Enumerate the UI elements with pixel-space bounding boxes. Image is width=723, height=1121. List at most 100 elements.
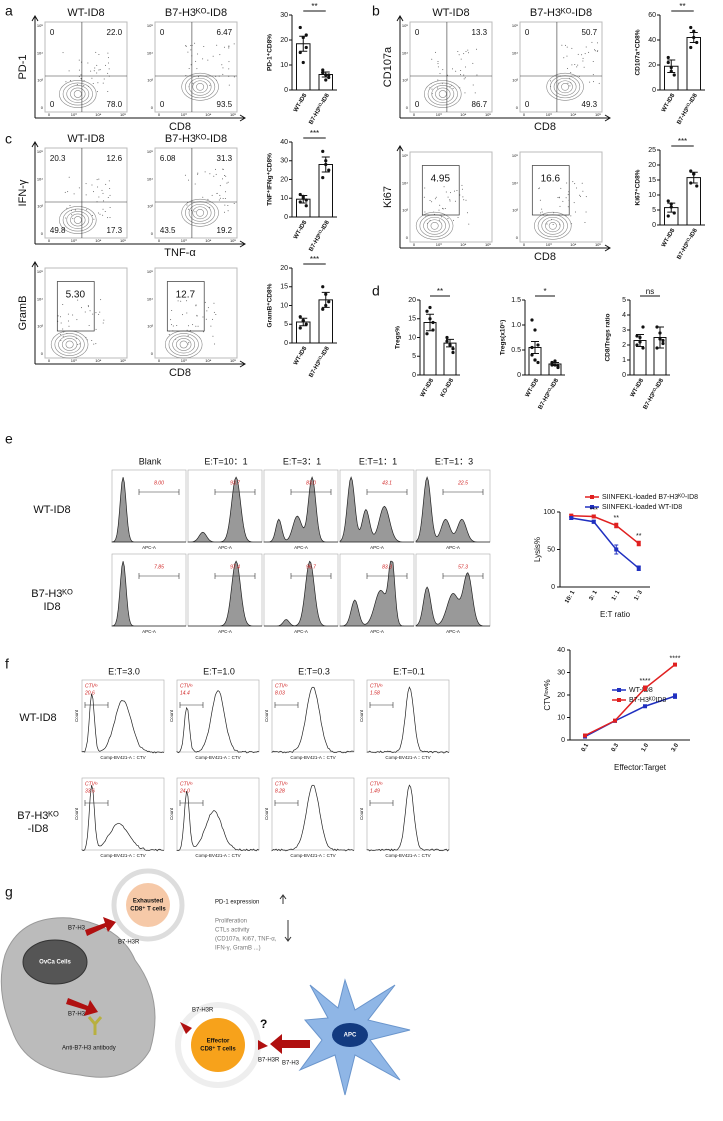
legend-entry: B7-H3ᴷᴼID8 <box>629 697 666 704</box>
flow-tick: 10⁴ <box>147 296 153 301</box>
category-label: B7-H3ᴷᴼ-ID8 <box>642 377 666 411</box>
event <box>92 83 94 85</box>
event <box>476 74 478 76</box>
event <box>436 87 438 89</box>
y-tick-label: 50 <box>547 546 555 553</box>
event <box>67 320 69 322</box>
gate <box>442 489 484 495</box>
antibody <box>87 1016 103 1035</box>
flow-tick: 10³ <box>71 238 77 243</box>
event <box>594 49 596 51</box>
y-tick-label: 0.5 <box>511 347 521 354</box>
x-tick-label: 0.3 <box>611 742 621 753</box>
flow-tick: 10⁵ <box>230 112 236 117</box>
event <box>91 340 93 342</box>
event <box>70 80 72 82</box>
event <box>190 49 192 51</box>
data-point <box>661 341 665 346</box>
cell-label: Effector <box>207 1039 230 1045</box>
event <box>184 45 186 47</box>
flow-tick: 10⁴ <box>147 50 153 55</box>
contour <box>534 211 572 240</box>
event <box>99 311 101 313</box>
data-point <box>321 70 325 75</box>
event <box>575 187 577 189</box>
event <box>213 302 215 304</box>
event <box>223 46 225 48</box>
x-axis-label: Effector:Target <box>614 763 667 772</box>
contour <box>192 80 208 94</box>
y-tick-label: 10 <box>280 302 288 309</box>
gate <box>214 573 256 579</box>
y-tick-label: 0 <box>551 584 555 591</box>
exhausted-core <box>126 883 170 927</box>
legend-entry: SIINFEKL-loaded B7-H3ᴷᴼ-ID8 <box>602 494 698 501</box>
flow-tick: 10³ <box>546 112 552 117</box>
event <box>194 211 196 213</box>
y-tick-label: 5 <box>412 353 416 360</box>
y-tick-label: 0 <box>284 87 288 94</box>
y-tick-label: 10 <box>648 192 656 199</box>
receptor <box>180 1022 268 1050</box>
data-point <box>536 360 540 365</box>
event <box>567 82 569 84</box>
contour <box>65 340 74 349</box>
event <box>202 196 204 198</box>
event <box>431 88 433 90</box>
event <box>579 194 581 196</box>
event <box>463 78 465 80</box>
gate-value: 83.0 <box>306 480 316 486</box>
x-axis-label: E:T ratio <box>600 610 631 619</box>
flow-tick: 10⁴ <box>95 238 101 243</box>
event <box>566 67 568 69</box>
quadrant-value: 49.8 <box>50 226 66 235</box>
flow-tick: 10³ <box>147 78 153 83</box>
event <box>233 76 235 78</box>
event <box>465 50 467 52</box>
schematic: OvCa Cells Exhausted CD8⁺ T cells B7-H3 … <box>0 868 411 1096</box>
category-label: B7-H3ᴷᴼ-ID8 <box>537 377 561 411</box>
flow-tick: 10⁵ <box>230 358 236 363</box>
flow-tick: 0 <box>151 231 154 236</box>
flow-tick: 10⁴ <box>570 242 576 247</box>
flow-tick: 10⁴ <box>460 242 466 247</box>
data-point <box>304 204 308 208</box>
event <box>563 57 565 59</box>
event <box>188 341 190 343</box>
contour <box>427 82 458 106</box>
gate-value: 8.00 <box>154 480 164 486</box>
contour <box>181 198 219 227</box>
data-point <box>638 335 642 340</box>
quadrant-value: 43.5 <box>160 226 176 235</box>
event <box>197 173 199 175</box>
significance: *** <box>678 137 687 146</box>
event <box>97 82 99 84</box>
flow-tick: 10³ <box>436 242 442 247</box>
contour <box>54 333 85 356</box>
axis-label: Count <box>359 807 364 820</box>
receptor-label: B7-H3R <box>258 1058 280 1064</box>
event <box>170 319 172 321</box>
category-label: WT-ID8 <box>661 227 677 248</box>
flow-frame <box>409 21 493 113</box>
event <box>69 204 71 206</box>
event <box>68 70 70 72</box>
event <box>104 210 106 212</box>
event <box>539 199 541 201</box>
panel-label: f <box>5 656 9 672</box>
event <box>557 197 559 199</box>
event <box>99 69 101 71</box>
event <box>457 216 459 218</box>
gate <box>366 489 408 495</box>
significance: *** <box>310 255 319 264</box>
axis <box>569 650 690 741</box>
event <box>60 322 62 324</box>
contour <box>66 85 90 103</box>
event <box>77 343 79 345</box>
flow-tick: 10³ <box>512 208 518 213</box>
event <box>219 185 221 187</box>
data-point <box>655 346 659 350</box>
event <box>222 197 224 199</box>
event <box>97 212 99 214</box>
event <box>212 55 214 57</box>
